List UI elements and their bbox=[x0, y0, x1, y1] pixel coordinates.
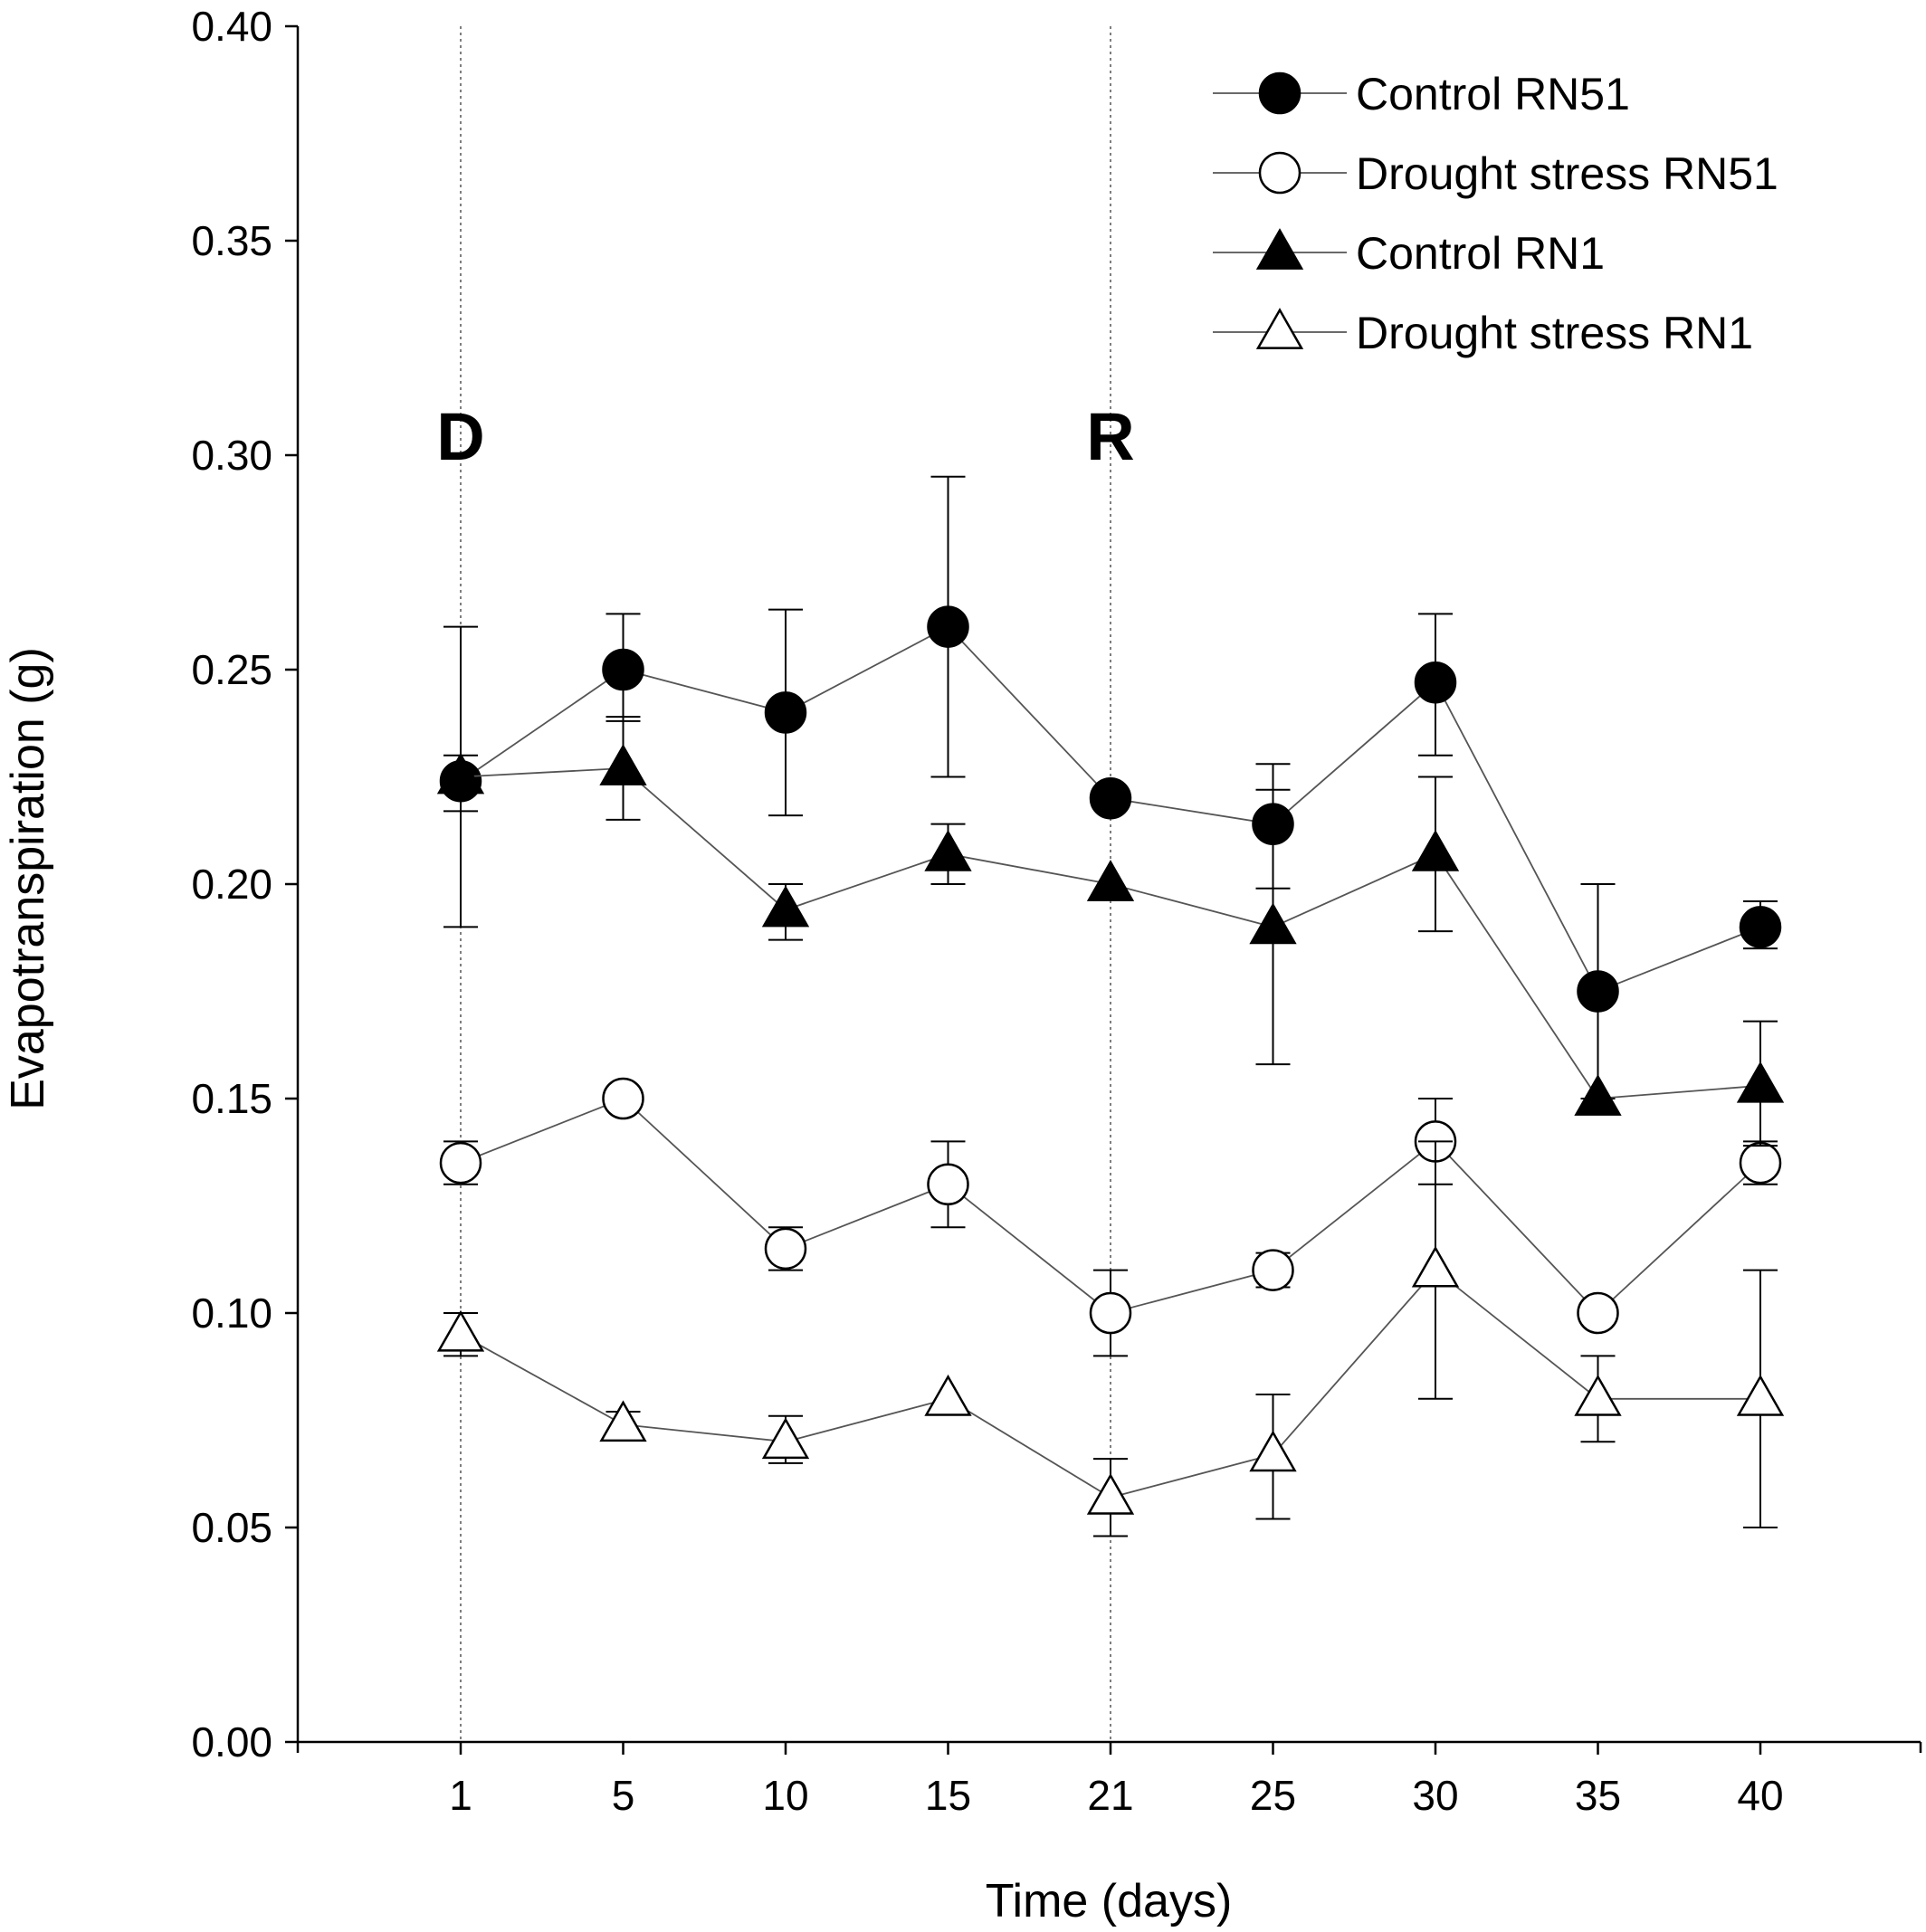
triangle-filled-point bbox=[1086, 860, 1135, 901]
triangle-filled-point bbox=[1249, 902, 1297, 945]
annotation-label: D bbox=[436, 399, 484, 474]
y-tick-label: 0.40 bbox=[191, 3, 272, 50]
y-tick-label: 0.05 bbox=[191, 1504, 272, 1551]
circle-filled-point bbox=[1739, 906, 1782, 948]
circle-filled-point bbox=[927, 605, 969, 648]
circle-open-point bbox=[764, 1227, 807, 1271]
legend-triangle-marker bbox=[1255, 228, 1304, 270]
x-axis-title: Time (days) bbox=[986, 1875, 1233, 1927]
x-tick-label: 30 bbox=[1412, 1772, 1458, 1819]
legend-triangle-marker bbox=[1255, 308, 1304, 349]
triangle-filled-point bbox=[1736, 1061, 1785, 1103]
x-tick-label: 25 bbox=[1250, 1772, 1296, 1819]
y-tick-label: 0.15 bbox=[191, 1075, 272, 1122]
x-tick-label: 5 bbox=[612, 1772, 635, 1819]
triangle-filled-point bbox=[1574, 1074, 1622, 1116]
circle-filled-point bbox=[764, 691, 807, 734]
triangle-filled-point bbox=[924, 829, 972, 871]
triangle-open-point bbox=[599, 1400, 647, 1442]
legend-circle-marker bbox=[1258, 151, 1301, 195]
legend-entry-2: Control RN1 bbox=[1213, 228, 1605, 279]
circle-open-point bbox=[1577, 1291, 1619, 1335]
triangle-open-point bbox=[1086, 1472, 1135, 1515]
annotation-label: R bbox=[1086, 399, 1134, 474]
x-tick-label: 35 bbox=[1575, 1772, 1621, 1819]
circle-filled-point bbox=[1089, 776, 1132, 820]
x-tick-label: 1 bbox=[449, 1772, 472, 1819]
legend-label: Control RN51 bbox=[1356, 69, 1630, 119]
circle-filled-point bbox=[602, 648, 644, 691]
triangle-filled-point bbox=[599, 744, 647, 785]
legend: Control RN51 Drought stress RN51 Control R… bbox=[1213, 69, 1778, 358]
triangle-open-point bbox=[436, 1309, 485, 1352]
legend-label: Drought stress RN1 bbox=[1356, 308, 1753, 358]
triangle-open-point bbox=[924, 1374, 972, 1416]
series-3 bbox=[436, 1140, 1785, 1537]
legend-entry-1: Drought stress RN51 bbox=[1213, 148, 1778, 199]
y-tick-label: 0.20 bbox=[191, 861, 272, 908]
circle-open-point bbox=[1739, 1141, 1782, 1185]
x-tick-label: 10 bbox=[762, 1772, 808, 1819]
triangle-filled-point bbox=[761, 885, 810, 928]
y-axis-title: Evapotranspiration (g) bbox=[2, 647, 54, 1110]
legend-label: Drought stress RN51 bbox=[1356, 148, 1778, 199]
y-tick-label: 0.00 bbox=[191, 1718, 272, 1765]
plot-area: 0.000.050.100.150.200.250.300.350.401 5 10… bbox=[191, 3, 1922, 1819]
y-tick-label: 0.10 bbox=[191, 1290, 272, 1337]
circle-filled-point bbox=[1414, 661, 1457, 704]
triangle-filled-point bbox=[436, 752, 485, 795]
legend-entry-0: Control RN51 bbox=[1213, 69, 1630, 119]
x-tick-label: 15 bbox=[925, 1772, 971, 1819]
legend-label: Control RN1 bbox=[1356, 228, 1605, 279]
triangle-open-point bbox=[1574, 1374, 1622, 1416]
circle-filled-point bbox=[1577, 970, 1619, 1013]
y-tick-label: 0.30 bbox=[191, 432, 272, 479]
triangle-open-point bbox=[761, 1417, 810, 1460]
legend-entry-3: Drought stress RN1 bbox=[1213, 308, 1753, 358]
triangle-open-point bbox=[1411, 1245, 1460, 1288]
x-tick-label: 21 bbox=[1087, 1772, 1133, 1819]
series-2 bbox=[436, 716, 1785, 1147]
circle-open-point bbox=[602, 1077, 644, 1120]
triangle-open-point bbox=[1736, 1374, 1785, 1416]
triangle-open-point bbox=[1249, 1430, 1297, 1472]
y-tick-label: 0.25 bbox=[191, 646, 272, 693]
circle-open-point bbox=[927, 1163, 969, 1206]
circle-open-point bbox=[1089, 1291, 1132, 1335]
circle-open-point bbox=[439, 1141, 482, 1185]
x-tick-label: 40 bbox=[1737, 1772, 1783, 1819]
circle-open-point bbox=[1252, 1249, 1294, 1291]
triangle-filled-point bbox=[1411, 829, 1460, 871]
legend-circle-marker bbox=[1258, 71, 1301, 115]
y-tick-label: 0.35 bbox=[191, 217, 272, 264]
